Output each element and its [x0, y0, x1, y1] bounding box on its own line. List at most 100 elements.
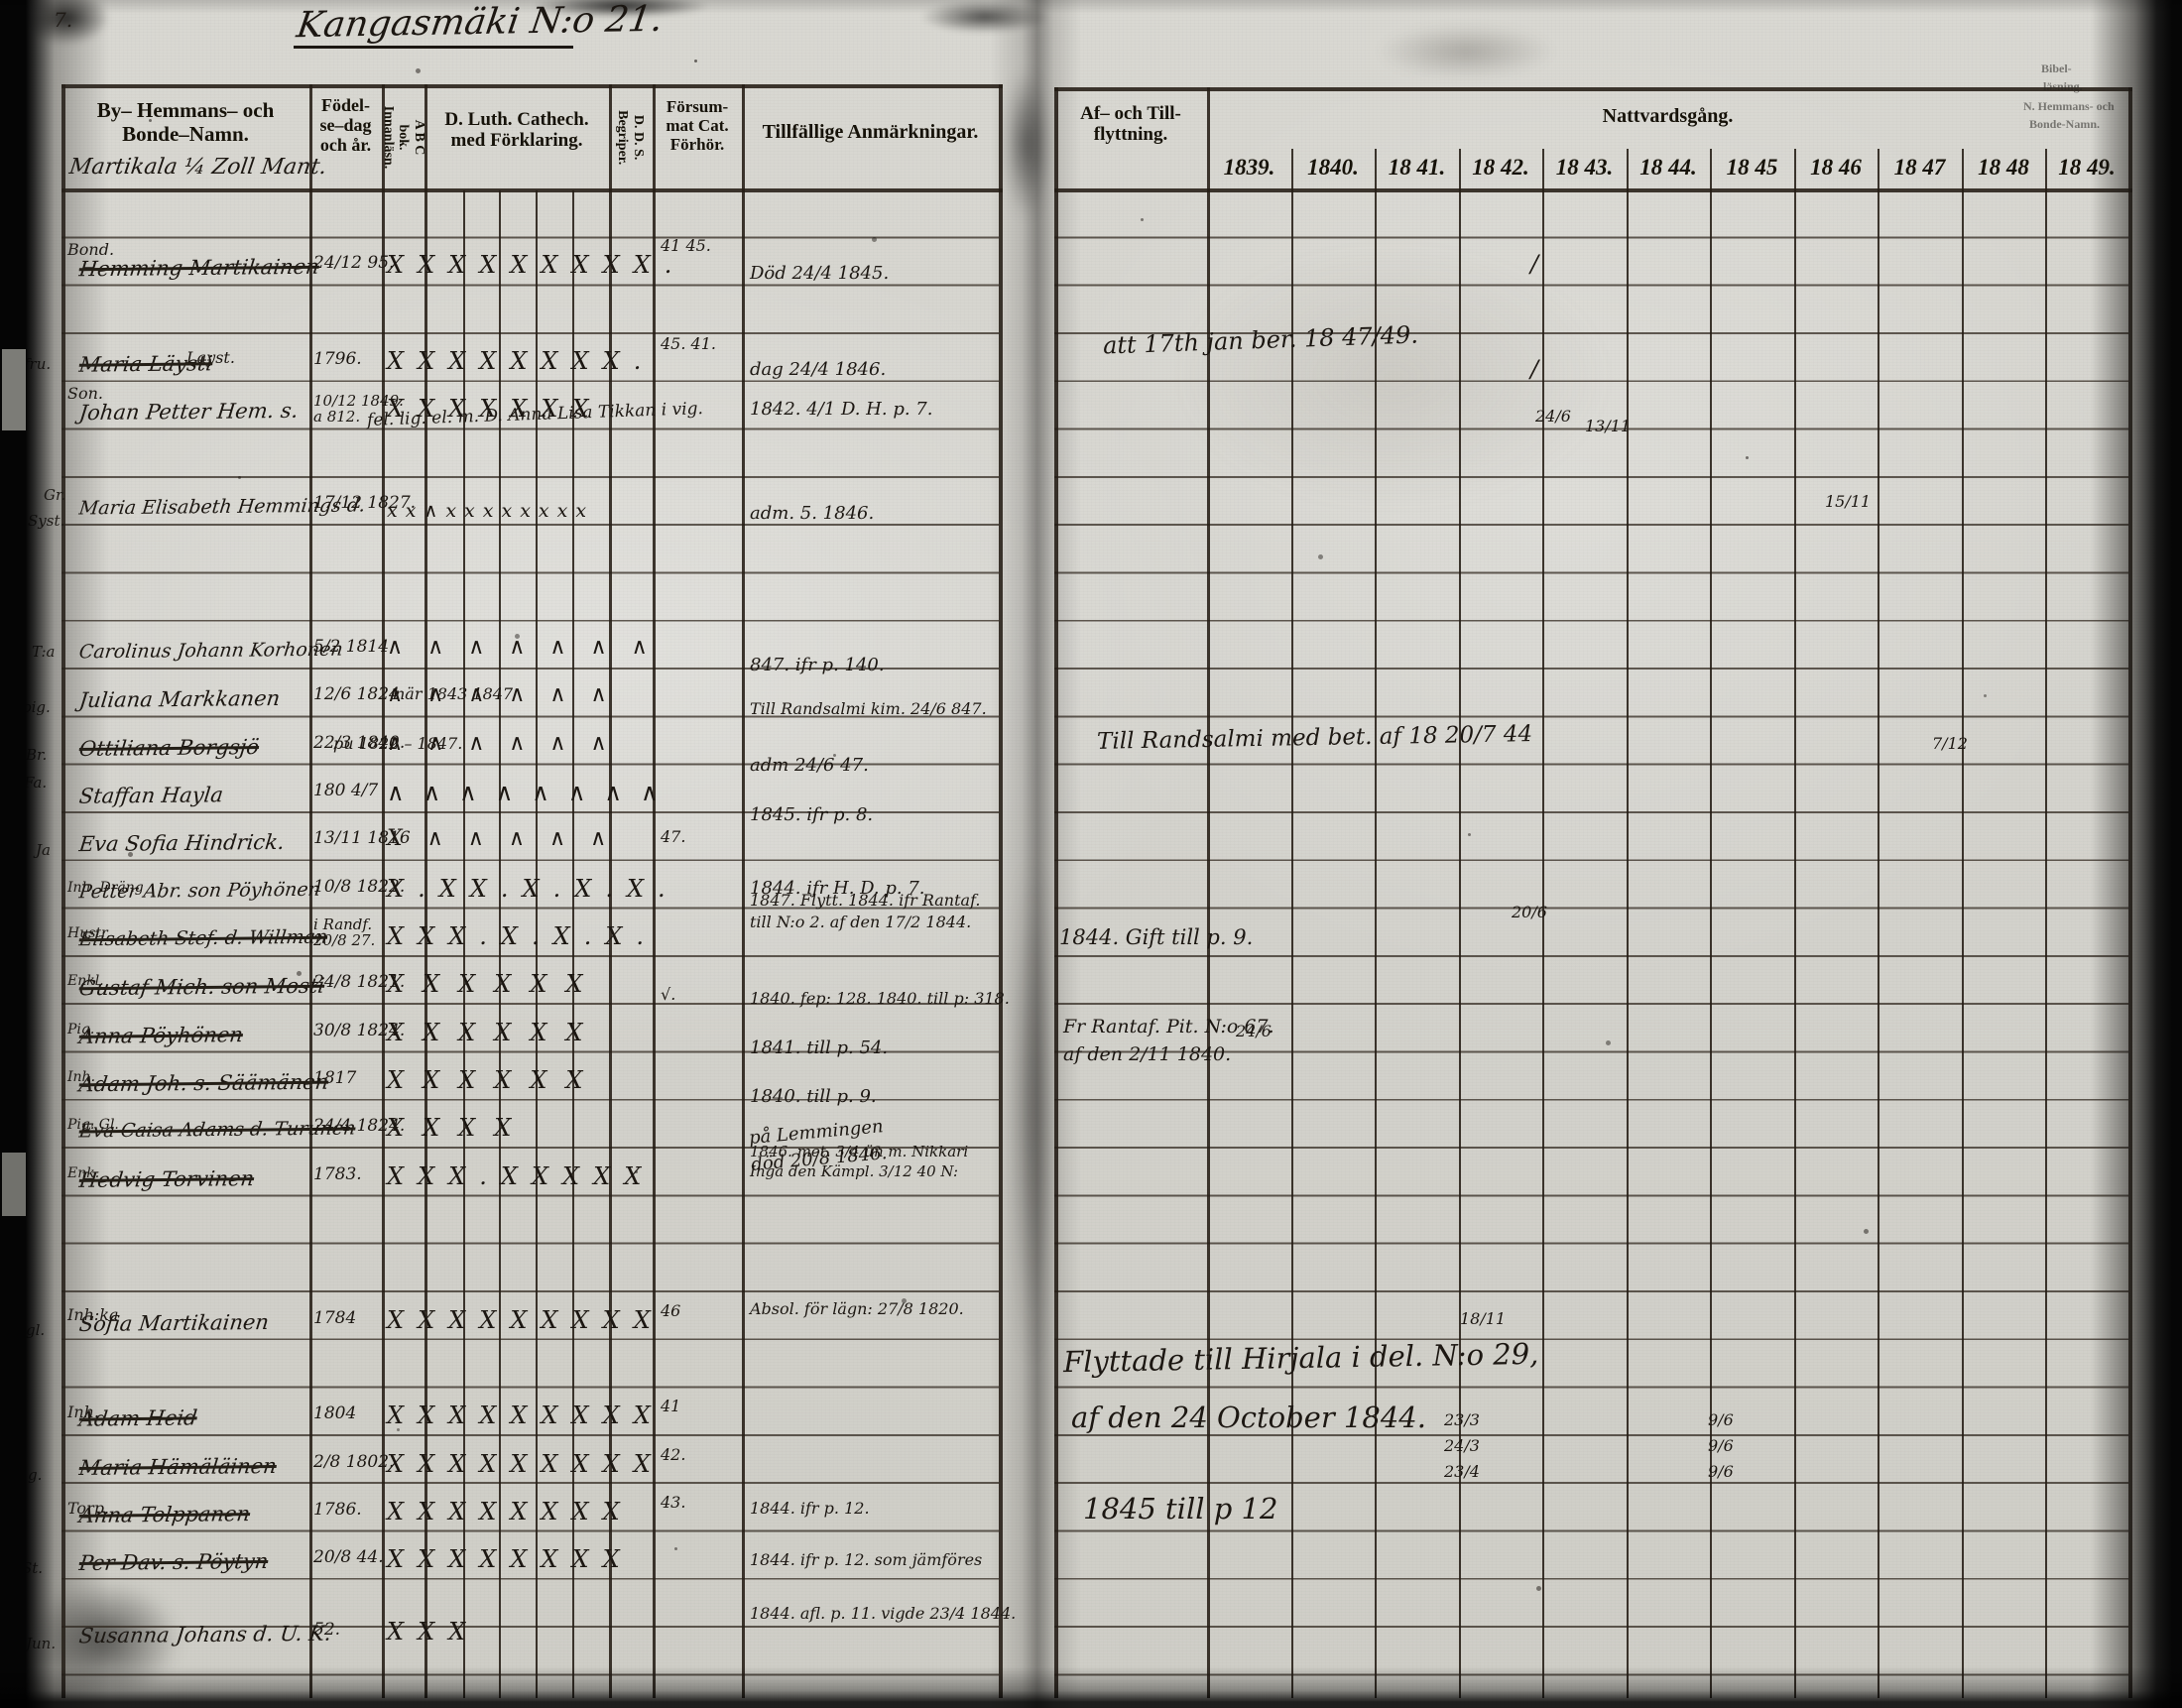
year-label-1840: 1840. [1307, 155, 1359, 180]
row-remark: dag 24/4 1846. [750, 359, 887, 380]
scan-edge-bottom [0, 1666, 2182, 1708]
communion-date: 7/12 [1932, 734, 1968, 753]
row-forhor-note: 47. [661, 827, 686, 846]
row-name: Petter Abr. son Pöyhönen [77, 878, 322, 904]
row-remark: 1844. ifr H. D. p. 7. [750, 878, 925, 899]
row-catechism-marks: XXX.X.X.X. [387, 922, 659, 950]
row-catechism-marks: XXXXXXXXX. [387, 251, 686, 279]
row-catechism-marks: XXXXXX [387, 970, 602, 998]
row-remark: adm. 5. 1846. [750, 503, 875, 524]
row-forhor-note: 42. [661, 1445, 686, 1464]
row-catechism-marks: XXXXXXXXX [387, 1402, 665, 1429]
communion-date: 24/6 [1535, 407, 1571, 426]
begriper-label: D. D. S. Begriper. [616, 109, 647, 166]
communion-date: 24/3 [1444, 1436, 1480, 1455]
row-prefix: Layst. [186, 348, 235, 367]
abc-label: A B C bok. Innanläsn. [380, 105, 427, 170]
year-label-1839: 1839. [1223, 155, 1275, 180]
year-column-line [1291, 149, 1293, 1698]
row-name: Johan Petter Hem. s. [77, 398, 300, 426]
row-catechism-marks: XXX.XXXXX [387, 1162, 656, 1190]
row-catechism-marks: XXXXXXXX [387, 1545, 634, 1573]
title-underline [294, 46, 573, 49]
row-catechism-marks: ∧∧∧∧∧∧ [387, 682, 632, 707]
row-remark: Död 24/4 1845. [750, 263, 890, 284]
column-line [609, 84, 612, 1698]
row-forhor-note: √. [661, 985, 676, 1004]
flyttning-note: af den 24 October 1844. [1071, 1401, 1426, 1434]
row-remark: 1840. till p. 9. [750, 1086, 877, 1107]
subcolumn-line [536, 190, 538, 1698]
column-line [382, 84, 385, 1698]
row-birth-date: 24/4 1824. [313, 1116, 406, 1136]
column-header-catechism: D. Luth. Cathech. med Förklaring. [444, 109, 589, 152]
row-birth-date: 1784 [313, 1308, 357, 1328]
communion-mark: ∕ [1530, 250, 1539, 278]
page-fold-shadow [990, 0, 1081, 1708]
row-remark: 1840. fep: 128. 1840. till p: 318. [750, 989, 1010, 1008]
row-catechism-marks: XXXX [387, 1114, 531, 1142]
column-header-begriper: D. D. S. Begriper. [609, 84, 653, 190]
row-catechism-marks: XXXXXXXX. [387, 347, 656, 375]
subcolumn-line [499, 190, 501, 1698]
row-birth-date: 1783. [313, 1164, 362, 1184]
year-column-line [1627, 149, 1629, 1698]
year-label-1843: 18 43. [1555, 155, 1614, 180]
row-catechism-marks: ∧∧∧∧∧∧∧ [387, 635, 672, 660]
scan-edge-top [0, 0, 2182, 14]
scan-edge-right [2091, 0, 2182, 1708]
row-name: Carolinus Johann Korhonen [77, 638, 344, 664]
ruled-lines-left-page [61, 190, 999, 1698]
column-header-birth: Födel- se–dag och år. [319, 95, 372, 156]
row-catechism-marks: xx∧xxxxxxxx [387, 500, 595, 522]
row-catechism-marks: X.XX.X.X.X. [387, 875, 679, 903]
ink-smudge [532, 0, 710, 18]
table-border [61, 84, 1003, 88]
row-birth-date: 17/12 1827. [313, 493, 417, 513]
column-line [1207, 87, 1210, 1698]
column-header-nattvardsgang: Nattvardsgång. [1602, 105, 1734, 127]
row-birth-date: 1804 [313, 1403, 357, 1423]
communion-mark: ∕ [1530, 355, 1539, 383]
row-name: Hemming Martikainen [77, 254, 321, 282]
row-birth-date: 10/8 1822. [313, 877, 406, 897]
row-birth-date: 24/8 1821. [313, 972, 406, 992]
flyttning-note: 1844. Gift till p. 9. [1059, 925, 1254, 949]
column-header-abc: A B C bok. Innanläsn. [380, 84, 427, 190]
row-forhor-note: 41 [661, 1397, 681, 1415]
row-remark: 1844. ifr p. 12. som jämföres [750, 1550, 983, 1569]
row-birth-date: 2/8 1802. [313, 1452, 395, 1472]
table-border [1054, 87, 1058, 1698]
row-catechism-marks: ∧∧∧∧∧∧ [387, 731, 632, 756]
year-column-line [1542, 149, 1544, 1698]
row-birth-date: 5/2 1814 [313, 637, 390, 657]
communion-date: 24/6 [1236, 1022, 1272, 1040]
row-forhor-note: 46 [661, 1301, 681, 1320]
row-catechism-marks: X∧∧∧∧∧ [387, 826, 632, 851]
row-remark: 1841. till p. 54. [750, 1037, 889, 1058]
row-birth-date: 12/6 1824 [313, 684, 400, 704]
row-birth-date: 1786. [313, 1500, 362, 1520]
flyttning-note: Flyttade till Hirjala i del. N:o 29, [1062, 1336, 1539, 1380]
year-column-line [1375, 149, 1377, 1698]
row-catechism-marks: XXXXXX [387, 1066, 602, 1094]
column-line [742, 84, 745, 1698]
column-line [424, 84, 427, 1698]
year-label-1847: 18 47 [1893, 155, 1946, 180]
row-birth-date: 10/12 1849. a 812. [313, 392, 404, 426]
year-column-line [2045, 149, 2047, 1698]
row-remark: Till Randsalmi kim. 24/6 847. [750, 699, 987, 718]
row-birth-date: 1796. [313, 349, 362, 369]
row-birth-date: 20/8 44. [313, 1547, 384, 1567]
row-birth-date: 180 4/7 [313, 781, 379, 800]
communion-date: 23/3 [1444, 1410, 1480, 1429]
row-remark: 1844. ifr p. 12. [750, 1499, 870, 1518]
communion-date: 9/6 [1708, 1410, 1734, 1429]
ruled-lines-right-page [1054, 190, 2128, 1698]
row-remark: adm 24/6 47. [750, 755, 869, 776]
year-label-1842: 18 42. [1472, 155, 1529, 180]
row-catechism-marks: XXX [387, 1618, 480, 1646]
inline-note-markkanen: pu 1822 – 1847. [333, 734, 463, 753]
fold-smudge [1004, 69, 1049, 218]
subcolumn-line [572, 190, 574, 1698]
